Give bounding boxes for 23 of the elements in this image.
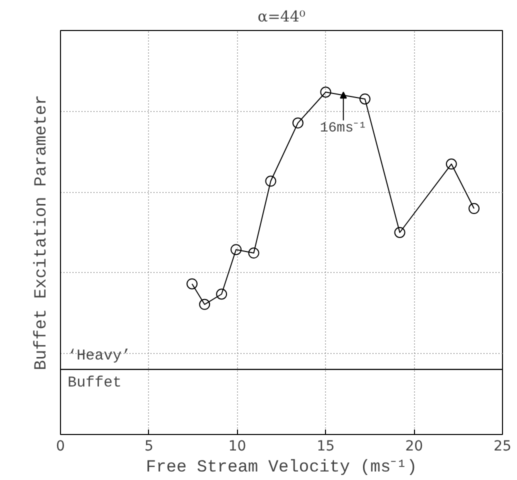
point [292, 117, 304, 128]
ref-line-label: ‘Heavy’ Buffet [68, 347, 131, 392]
point [446, 158, 457, 170]
x-axis-title: Free Stream Velocity (ms⁻¹) [146, 458, 418, 478]
point [216, 288, 228, 300]
point [359, 93, 370, 104]
x-tick-label: 5 [144, 438, 154, 454]
y-axis-title: Buffet Excitation Parameter [32, 94, 52, 370]
x-tick-label: 20 [405, 438, 424, 454]
point [186, 278, 198, 290]
x-tick-label: 10 [228, 438, 246, 454]
point [248, 248, 260, 259]
x-tick-label: 0 [56, 438, 65, 454]
x-tick-label: 25 [494, 438, 512, 454]
point [265, 176, 276, 187]
chart-title: α=44⁰ [258, 8, 306, 26]
point [199, 298, 210, 310]
annotation: 16ms⁻¹ [320, 120, 367, 136]
point [230, 244, 242, 256]
point [394, 227, 406, 238]
x-tick-label: 15 [316, 438, 335, 454]
point [468, 203, 480, 214]
point [320, 86, 332, 98]
